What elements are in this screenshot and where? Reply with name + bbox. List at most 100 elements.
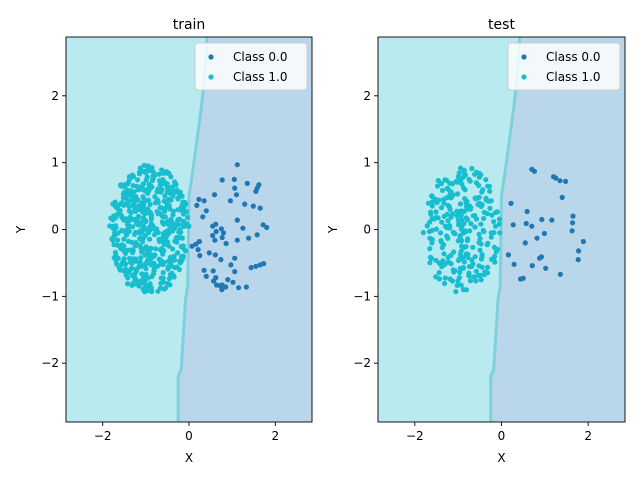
data-point (429, 203, 435, 209)
data-point (427, 246, 433, 252)
decision-boundary (176, 37, 209, 422)
data-point (458, 248, 464, 254)
data-point (171, 274, 177, 280)
data-point (518, 276, 524, 282)
data-point (575, 257, 581, 263)
data-point (165, 218, 171, 224)
data-point (452, 268, 458, 274)
data-point (132, 270, 139, 276)
data-point (117, 208, 123, 214)
data-point (220, 230, 227, 236)
data-point (569, 228, 575, 234)
legend-marker (208, 74, 214, 80)
data-point (448, 261, 454, 267)
data-point (420, 229, 426, 236)
data-point (148, 221, 154, 227)
data-point (429, 227, 435, 233)
data-point (472, 224, 478, 230)
data-point (147, 281, 153, 287)
data-point (109, 235, 116, 241)
legend: Class 0.0 Class 1.0 (507, 42, 621, 91)
data-point (260, 222, 266, 228)
data-point (210, 232, 216, 239)
data-point (553, 175, 559, 181)
data-point (114, 261, 120, 267)
data-point (127, 255, 133, 262)
data-point (471, 274, 477, 280)
data-point (473, 169, 479, 175)
data-point (468, 264, 475, 270)
data-point (126, 268, 133, 274)
data-point (217, 283, 223, 289)
y-axis-label: Y (14, 225, 28, 234)
legend-marker (208, 54, 214, 60)
data-point (153, 246, 159, 252)
y-tick-label: 1 (51, 156, 59, 170)
data-point (485, 240, 491, 246)
data-point (449, 278, 455, 284)
data-point (145, 197, 152, 203)
data-point (150, 175, 156, 182)
data-point (154, 263, 160, 269)
data-point (121, 202, 127, 208)
data-point (185, 214, 191, 221)
data-point (438, 205, 445, 211)
data-point (143, 261, 149, 267)
data-point (173, 181, 179, 188)
data-point (539, 216, 545, 223)
data-point (162, 214, 168, 220)
data-point (160, 247, 166, 253)
data-point (125, 247, 131, 253)
data-point (482, 269, 488, 275)
data-point (465, 236, 471, 242)
data-point (494, 246, 501, 252)
data-point (179, 193, 185, 199)
data-point (124, 221, 131, 227)
data-point (168, 197, 174, 203)
data-point (143, 168, 149, 174)
data-point (476, 272, 482, 278)
data-point (184, 221, 190, 227)
data-point (481, 209, 487, 215)
data-point (189, 243, 195, 249)
data-point (435, 177, 441, 184)
data-point (240, 225, 246, 231)
data-point (230, 279, 236, 285)
data-point (162, 205, 168, 212)
data-point (476, 231, 482, 237)
data-point (159, 180, 165, 187)
data-point (455, 278, 461, 284)
data-point (234, 237, 240, 243)
data-point (496, 216, 503, 222)
data-point (232, 185, 238, 191)
data-point (225, 277, 231, 283)
data-point (496, 221, 502, 227)
data-point (450, 181, 456, 187)
data-point (160, 275, 166, 281)
data-point (467, 278, 474, 284)
data-point (176, 266, 182, 273)
data-point (470, 213, 476, 219)
data-point (242, 201, 248, 207)
data-point (433, 196, 439, 202)
x-tick-label: 2 (584, 429, 592, 443)
data-point (485, 198, 492, 204)
data-point (148, 215, 154, 221)
data-point (125, 188, 131, 194)
data-point (460, 254, 466, 260)
data-point (570, 220, 576, 226)
data-point (196, 238, 202, 245)
data-point (111, 255, 117, 261)
data-point (169, 184, 175, 190)
data-point (115, 242, 121, 248)
data-point (126, 198, 132, 204)
data-point (264, 224, 270, 231)
data-point (157, 285, 163, 291)
data-point (156, 256, 162, 262)
data-point (158, 280, 164, 286)
data-point (129, 250, 136, 256)
data-point (144, 249, 151, 255)
data-point (257, 205, 263, 211)
data-point (166, 243, 172, 249)
data-point (458, 177, 464, 183)
